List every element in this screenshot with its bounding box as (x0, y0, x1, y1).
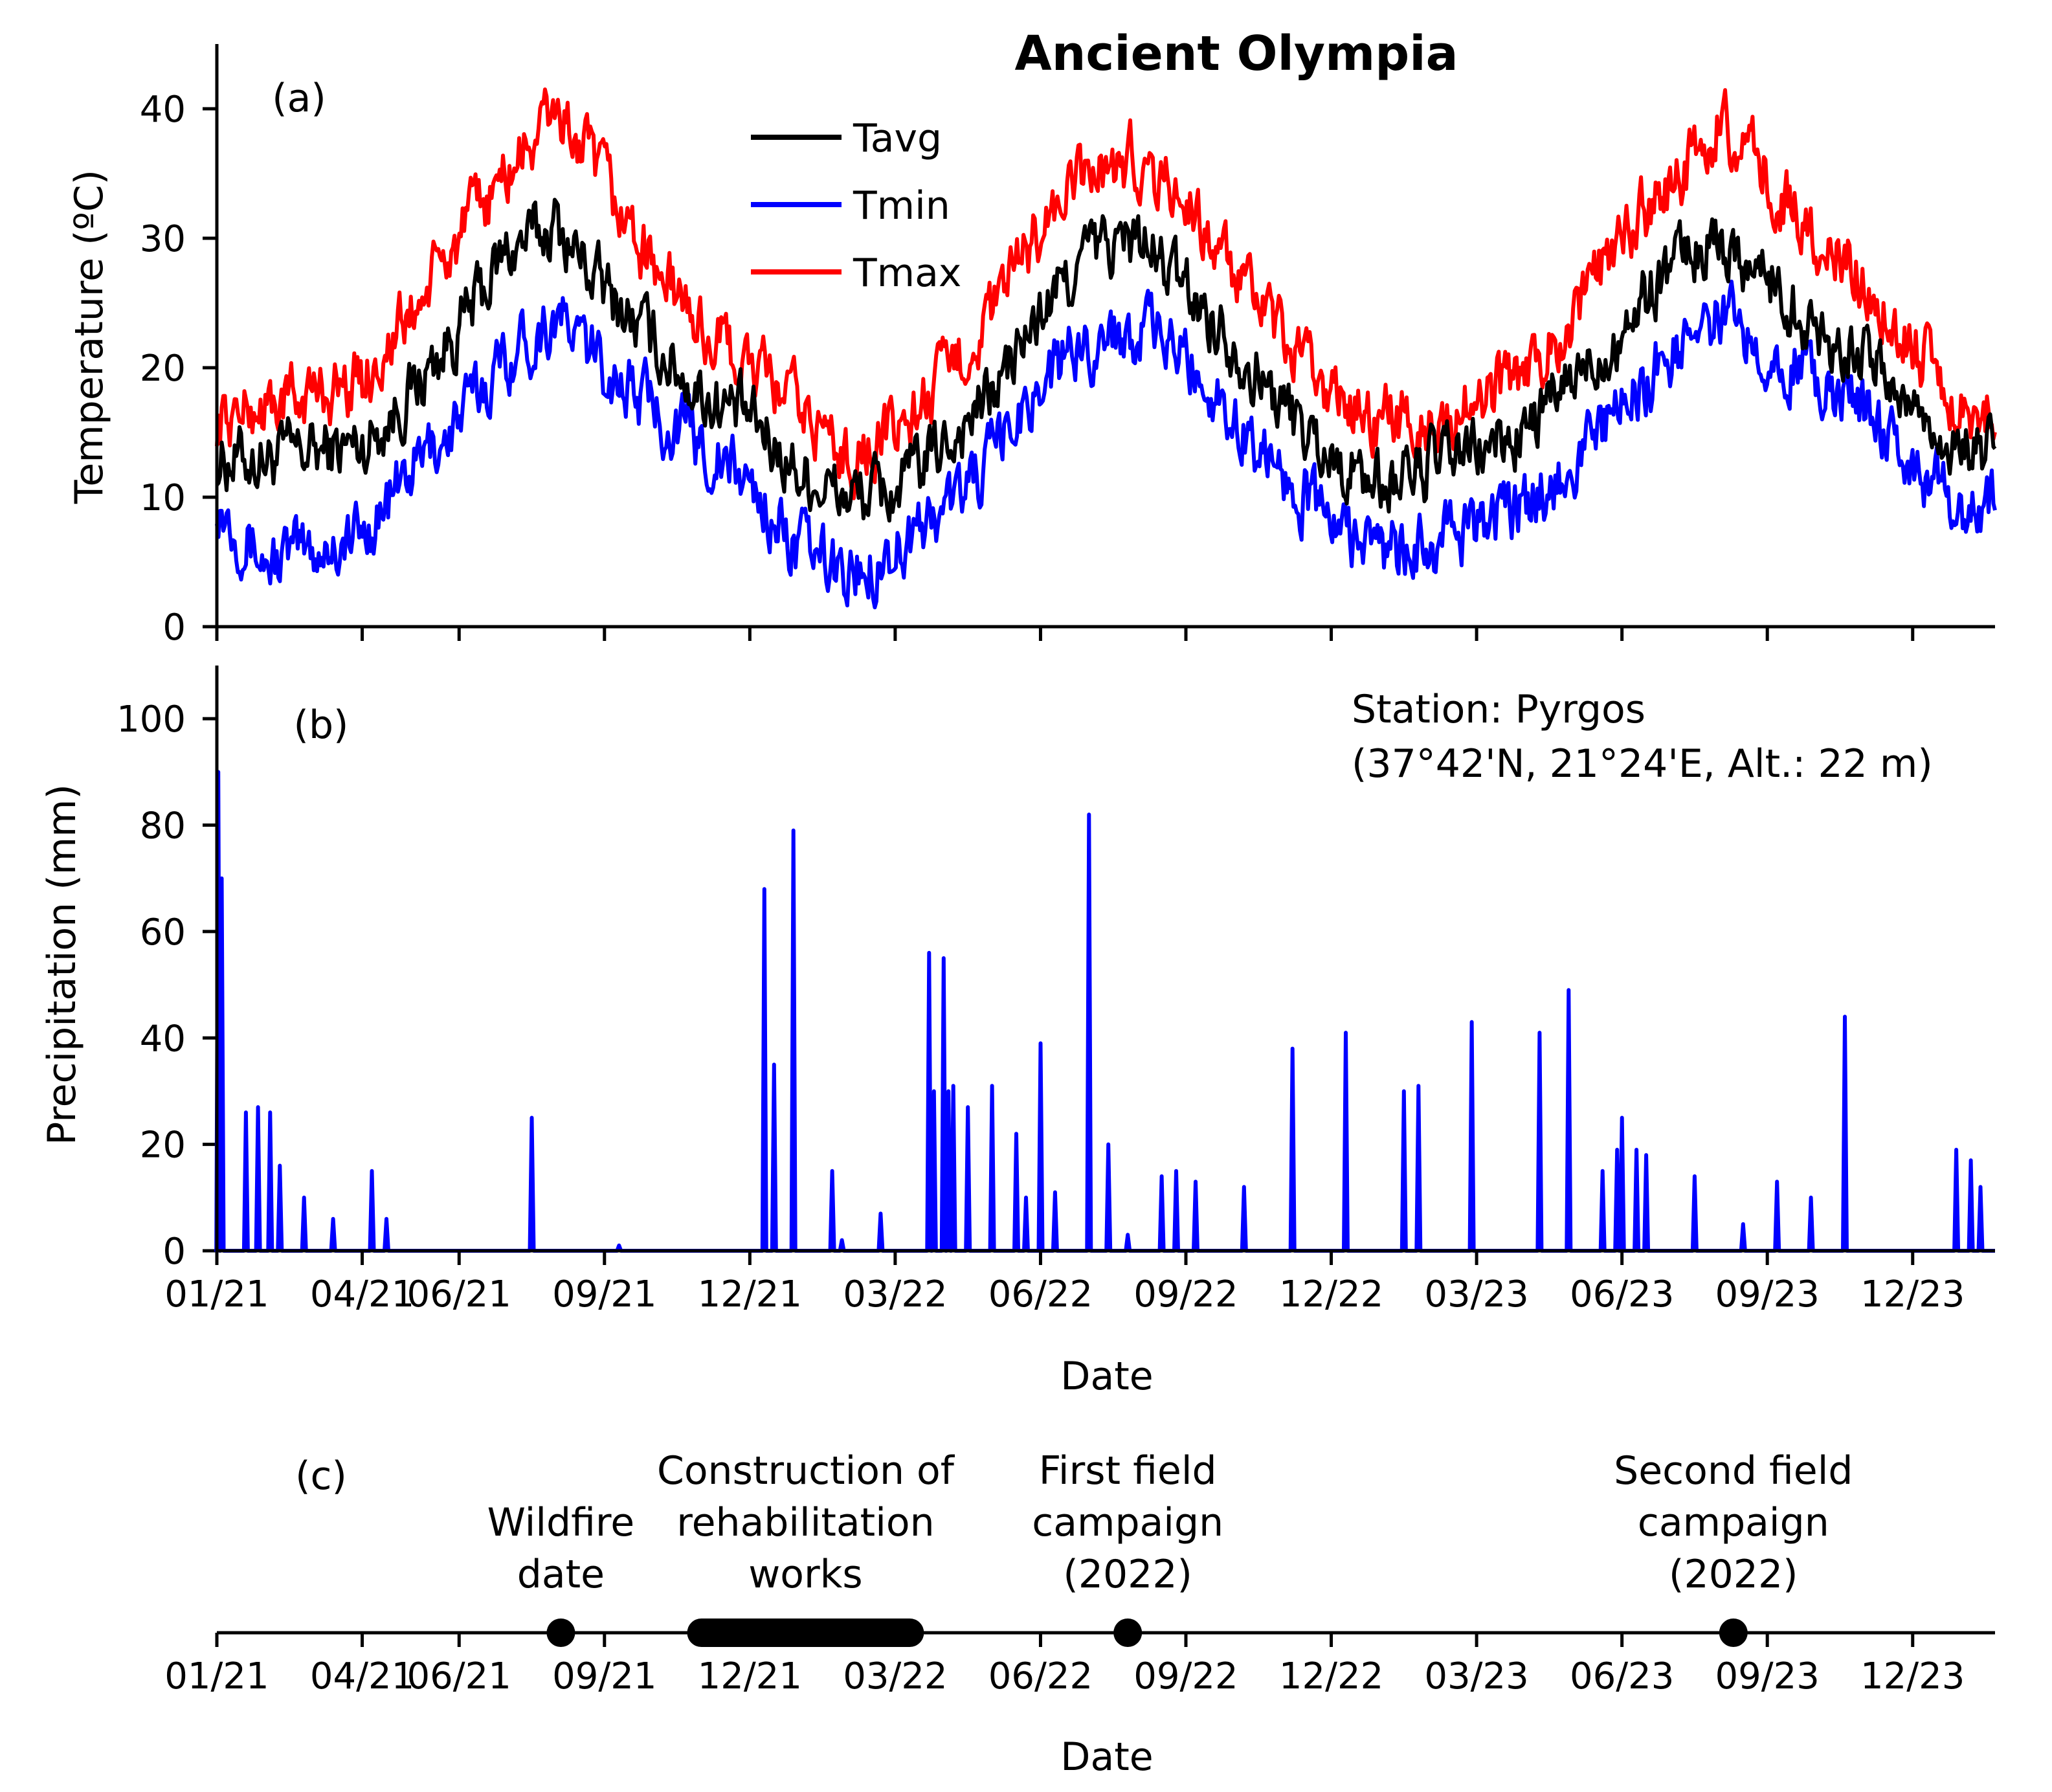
event-label-4: Second field (1614, 1448, 1853, 1494)
event-label-3: campaign (1032, 1500, 1223, 1545)
timeline-x-tick-label: 09/21 (552, 1655, 656, 1697)
timeline-x-tick-label: 12/21 (698, 1655, 802, 1697)
event-label-4: campaign (1638, 1500, 1829, 1545)
precipitation-y-tick-label: 60 (140, 912, 186, 954)
panel-b-label: (b) (294, 702, 349, 748)
station-coordinates: (37°42'N, 21°24'E, Alt.: 22 m) (1352, 741, 1933, 787)
timeline-x-tick-label: 06/23 (1570, 1655, 1674, 1697)
precipitation-x-tick-label: 12/21 (698, 1273, 802, 1316)
legend-label-tavg: Tavg (853, 116, 942, 161)
precipitation-x-tick-label: 09/23 (1715, 1273, 1820, 1316)
temperature-panel: Ancient Olympia (a) Temperature (ºC) 0 10… (67, 26, 1997, 649)
temperature-y-tick-label: 40 (140, 89, 186, 131)
event-label-2: rehabilitation (676, 1500, 934, 1545)
precipitation-x-tick-label: 09/22 (1133, 1273, 1238, 1316)
chart-title: Ancient Olympia (1014, 26, 1458, 82)
timeline-x-tick-label: 09/23 (1715, 1655, 1820, 1697)
station-name: Station: Pyrgos (1352, 687, 1645, 732)
precipitation-y-tick-label: 0 (162, 1231, 186, 1273)
precipitation-x-axis-title: Date (1060, 1354, 1153, 1399)
legend-label-tmax: Tmax (853, 251, 961, 296)
event-label-3: First field (1039, 1448, 1217, 1494)
panel-c-label: (c) (295, 1453, 347, 1499)
temperature-y-tick-label: 20 (140, 348, 186, 390)
precipitation-y-tick-label: 40 (140, 1018, 186, 1060)
precipitation-y-tick-label: 20 (140, 1125, 186, 1167)
timeline-x-tick-label: 04/21 (310, 1655, 414, 1697)
timeline-x-tick-label: 06/21 (407, 1655, 511, 1697)
precipitation-x-tick-label: 01/21 (164, 1273, 269, 1316)
event-label-2: Construction of (657, 1448, 955, 1494)
series-line-precipitation (214, 770, 1995, 1253)
precipitation-series (214, 770, 1995, 1253)
temperature-y-tick-label: 10 (140, 477, 186, 519)
event-label-2: works (748, 1552, 862, 1597)
temperature-series (215, 87, 1997, 610)
precipitation-panel: (b) Precipitation (mm) Station: Pyrgos (… (39, 666, 1995, 1399)
event-label-1: date (517, 1552, 605, 1597)
temperature-y-tick-label: 0 (162, 607, 186, 649)
timeline-x-tick-label: 03/22 (843, 1655, 947, 1697)
series-line-tmax (215, 87, 1997, 500)
timeline-x-tick-label: 06/22 (988, 1655, 1093, 1697)
legend-label-tmin: Tmin (853, 183, 950, 229)
temperature-x-ticks (215, 627, 1915, 641)
timeline-x-tick-label: 12/23 (1860, 1655, 1965, 1697)
panel-a-label: (a) (272, 76, 326, 121)
precipitation-x-tick-label: 03/23 (1424, 1273, 1528, 1316)
precipitation-x-tick-label: 06/23 (1570, 1273, 1674, 1316)
series-line-tmin (215, 279, 1997, 610)
timeline-x-tick-label: 12/22 (1279, 1655, 1383, 1697)
precipitation-x-tick-label: 03/22 (843, 1273, 947, 1316)
precipitation-x-tick-label: 12/23 (1860, 1273, 1965, 1316)
event-label-1: Wildfire (487, 1500, 635, 1545)
precipitation-x-tick-label: 04/21 (310, 1273, 414, 1316)
precipitation-y-tick-label: 100 (117, 699, 186, 741)
temperature-y-tick-label: 30 (140, 218, 186, 260)
precipitation-y-ticks: 0 20 40 60 80 100 (117, 699, 217, 1273)
precipitation-x-tick-label: 12/22 (1279, 1273, 1383, 1316)
timeline-x-axis-title: Date (1060, 1734, 1153, 1780)
event-label-3: (2022) (1063, 1552, 1192, 1597)
temperature-axis-title: Temperature (ºC) (67, 170, 112, 504)
timeline-x-tick-label: 01/21 (164, 1655, 269, 1697)
event-label-4: (2022) (1669, 1552, 1798, 1597)
precipitation-y-tick-label: 80 (140, 805, 186, 847)
precipitation-x-tick-label: 06/21 (407, 1273, 511, 1316)
timeline-x-tick-label: 03/23 (1424, 1655, 1528, 1697)
precipitation-x-tick-label: 09/21 (552, 1273, 656, 1316)
timeline-x-tick-label: 09/22 (1133, 1655, 1238, 1697)
timeline-events: Wildfire date Construction of rehabilitatio… (487, 1448, 1853, 1647)
temperature-legend: Tavg Tmin Tmax (751, 116, 961, 296)
temperature-y-ticks: 0 10 20 30 40 (140, 89, 217, 649)
series-line-tavg (215, 197, 1997, 523)
precipitation-axis-title: Precipitation (mm) (39, 784, 85, 1145)
precipitation-x-tick-label: 06/22 (988, 1273, 1093, 1316)
